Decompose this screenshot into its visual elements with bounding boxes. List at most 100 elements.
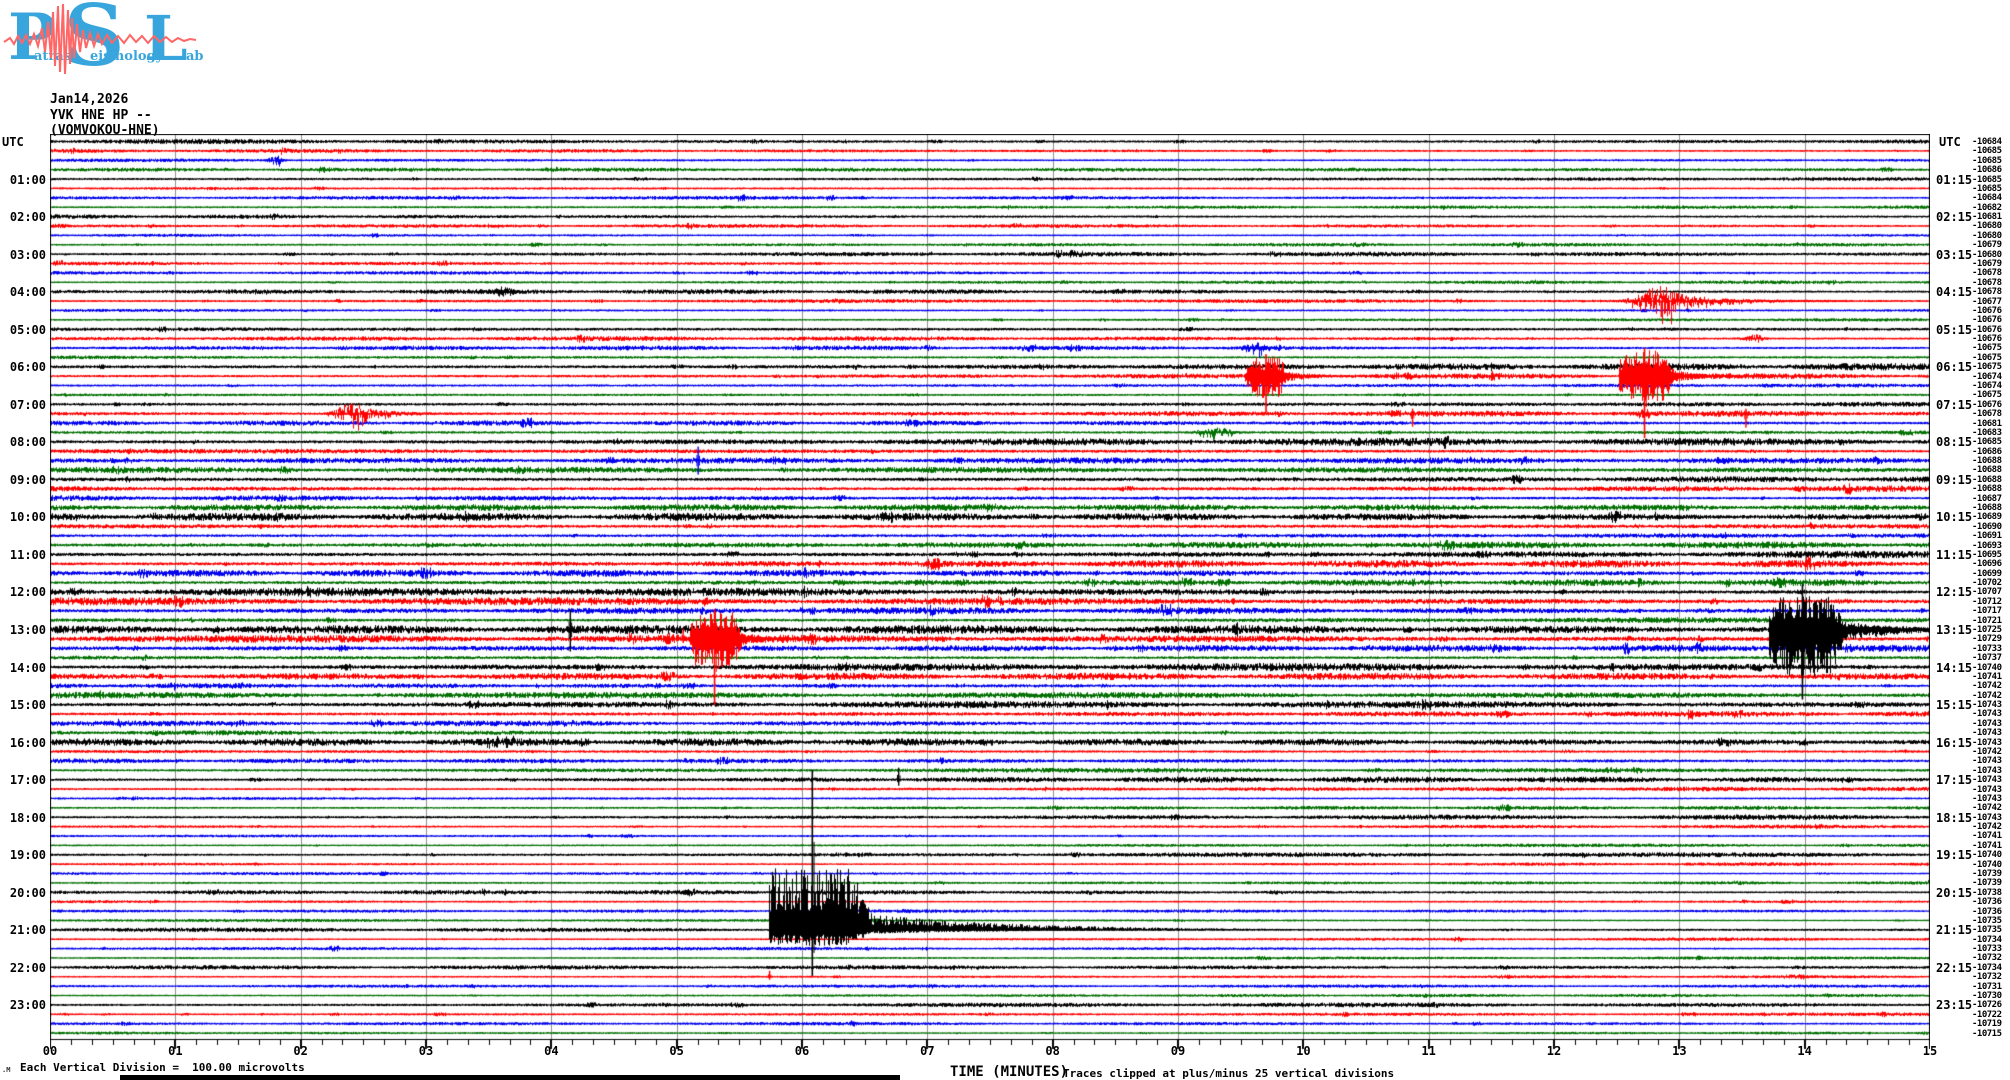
logo-letter-s: S xyxy=(64,0,125,85)
trace-end-value: -10742 xyxy=(1972,822,2002,833)
trace-end-value: -10730 xyxy=(1972,991,2002,1002)
trace-end-value: -10729 xyxy=(1972,634,2002,645)
trace-end-value: -10675 xyxy=(1972,362,2002,373)
trace-end-value: -10743 xyxy=(1972,737,2002,748)
right-time-label: 03:15 xyxy=(1936,247,1973,262)
scale-note: Each Vertical Division = 100.00 microvol… xyxy=(20,1061,305,1074)
left-time-label: 22:00 xyxy=(9,960,46,975)
left-time-label: 05:00 xyxy=(9,322,46,337)
trace-end-value: -10742 xyxy=(1972,690,2002,701)
trace-end-value: -10738 xyxy=(1972,887,2002,898)
left-time-label: 09:00 xyxy=(9,472,46,487)
trace-end-value: -10684 xyxy=(1972,137,2002,147)
trace-end-value: -10722 xyxy=(1972,1009,2002,1020)
trace-end-value: -10741 xyxy=(1972,840,2002,851)
corner-mark: .M xyxy=(2,1066,11,1074)
trace-end-value: -10739 xyxy=(1972,869,2002,880)
left-time-label: 15:00 xyxy=(9,698,46,713)
left-time-label: 01:00 xyxy=(9,172,46,187)
trace-end-value: -10734 xyxy=(1972,934,2002,945)
left-time-label: 04:00 xyxy=(9,285,46,300)
psl-logo: P atras S eismology L ab xyxy=(2,0,212,82)
trace-end-value: -10741 xyxy=(1972,671,2002,682)
x-tick-label: 02 xyxy=(293,1044,308,1058)
trace-end-value: -10735 xyxy=(1972,925,2002,936)
trace-end-value: -10725 xyxy=(1972,625,2002,636)
trace-end-value: -10688 xyxy=(1972,484,2002,495)
x-tick-label: 10 xyxy=(1296,1044,1311,1058)
trace-end-value: -10690 xyxy=(1972,521,2002,532)
right-time-label: 16:15 xyxy=(1936,735,1973,750)
right-time-label: 11:15 xyxy=(1936,547,1973,562)
trace-end-value: -10676 xyxy=(1972,334,2002,345)
right-time-label: 10:15 xyxy=(1936,510,1973,525)
trace-end-value: -10742 xyxy=(1972,747,2002,758)
trace-end-value: -10741 xyxy=(1972,831,2002,842)
x-tick-label: 12 xyxy=(1546,1044,1562,1058)
trace-end-value: -10734 xyxy=(1972,962,2002,973)
trace-end-value: -10735 xyxy=(1972,915,2002,926)
right-time-label: 19:15 xyxy=(1936,848,1973,863)
right-time-label: 18:15 xyxy=(1936,810,1973,825)
right-time-label: 02:15 xyxy=(1936,210,1973,225)
trace-end-value: -10743 xyxy=(1972,775,2002,786)
trace-end-value: -10740 xyxy=(1972,850,2002,861)
left-time-label: 19:00 xyxy=(9,848,46,863)
trace-end-value: -10682 xyxy=(1972,202,2002,213)
x-tick-label: 09 xyxy=(1170,1044,1186,1058)
left-time-label: 14:00 xyxy=(9,660,46,675)
left-time-label: 02:00 xyxy=(9,210,46,225)
header-station: YVK HNE HP -- xyxy=(50,108,152,123)
trace-end-value: -10743 xyxy=(1972,812,2002,823)
trace-end-value: -10676 xyxy=(1972,305,2002,316)
left-time-label: 13:00 xyxy=(9,623,46,638)
right-time-label: 13:15 xyxy=(1936,623,1973,638)
x-tick-label: 11 xyxy=(1421,1044,1436,1058)
right-time-label: 04:15 xyxy=(1936,285,1973,300)
right-time-label: 12:15 xyxy=(1936,585,1973,600)
right-time-label: 15:15 xyxy=(1936,698,1973,713)
trace-end-value: -10680 xyxy=(1972,221,2002,232)
bottom-edge-artifact xyxy=(120,1075,900,1080)
trace-end-value: -10743 xyxy=(1972,709,2002,720)
trace-end-value: -10688 xyxy=(1972,503,2002,513)
utc-label-right: UTC xyxy=(1939,135,1961,149)
left-time-label: 18:00 xyxy=(9,810,46,825)
left-time-label: 23:00 xyxy=(9,998,46,1013)
right-time-label: 23:15 xyxy=(1936,998,1973,1013)
trace-end-value: -10726 xyxy=(1972,1000,2002,1011)
right-time-label: 01:15 xyxy=(1936,172,1973,187)
right-time-label: 22:15 xyxy=(1936,960,1973,975)
trace-end-value: -10695 xyxy=(1972,549,2002,560)
left-time-label: 08:00 xyxy=(9,435,46,450)
trace-end-value: -10674 xyxy=(1972,371,2002,382)
trace-end-value: -10685 xyxy=(1972,155,2002,166)
trace-end-value: -10742 xyxy=(1972,681,2002,692)
trace-end-value: -10740 xyxy=(1972,859,2002,870)
right-time-label: 17:15 xyxy=(1936,773,1973,788)
trace-end-value: -10686 xyxy=(1972,446,2002,457)
trace-end-value: -10740 xyxy=(1972,662,2002,673)
x-tick-label: 08 xyxy=(1045,1044,1060,1058)
x-tick-label: 15 xyxy=(1922,1044,1938,1058)
trace-end-value: -10674 xyxy=(1972,381,2002,391)
left-time-label: 07:00 xyxy=(9,397,46,412)
trace-end-value: -10683 xyxy=(1972,427,2002,438)
left-time-label: 20:00 xyxy=(9,885,46,900)
left-time-label: 12:00 xyxy=(9,585,46,600)
trace-end-value: -10675 xyxy=(1972,390,2002,401)
trace-end-value: -10696 xyxy=(1972,559,2002,570)
trace-end-value: -10679 xyxy=(1972,240,2002,251)
trace-end-value: -10685 xyxy=(1972,174,2002,185)
trace-end-value: -10736 xyxy=(1972,906,2002,917)
trace-end-value: -10676 xyxy=(1972,315,2002,326)
right-time-label: 14:15 xyxy=(1936,660,1973,675)
right-time-label: 07:15 xyxy=(1936,397,1973,412)
trace-end-value: -10675 xyxy=(1972,343,2002,354)
right-time-label: 08:15 xyxy=(1936,435,1973,450)
trace-end-value: -10676 xyxy=(1972,324,2002,335)
trace-end-value: -10721 xyxy=(1972,615,2002,626)
trace-end-value: -10678 xyxy=(1972,287,2002,298)
trace-end-value: -10707 xyxy=(1972,587,2002,598)
